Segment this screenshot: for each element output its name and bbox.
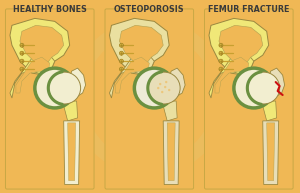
Circle shape bbox=[164, 86, 167, 88]
Circle shape bbox=[234, 68, 274, 108]
Polygon shape bbox=[119, 25, 163, 65]
Circle shape bbox=[165, 81, 167, 83]
Text: FEMUR FRACTURE: FEMUR FRACTURE bbox=[208, 5, 290, 14]
Polygon shape bbox=[116, 57, 149, 93]
Polygon shape bbox=[263, 121, 279, 185]
Text: HEALTHY BONES: HEALTHY BONES bbox=[13, 5, 87, 14]
Polygon shape bbox=[20, 25, 64, 65]
FancyBboxPatch shape bbox=[5, 9, 94, 189]
Polygon shape bbox=[162, 101, 177, 121]
Polygon shape bbox=[110, 18, 169, 75]
Circle shape bbox=[168, 89, 170, 91]
Polygon shape bbox=[215, 57, 249, 93]
Polygon shape bbox=[219, 25, 263, 65]
Polygon shape bbox=[163, 121, 179, 185]
Circle shape bbox=[20, 67, 24, 71]
Circle shape bbox=[159, 83, 161, 85]
Text: OSTEOPOROSIS: OSTEOPOROSIS bbox=[114, 5, 184, 14]
FancyBboxPatch shape bbox=[205, 9, 293, 189]
Polygon shape bbox=[209, 18, 269, 75]
Circle shape bbox=[219, 67, 223, 71]
Circle shape bbox=[161, 91, 164, 93]
Polygon shape bbox=[70, 68, 86, 98]
Polygon shape bbox=[262, 101, 277, 121]
Circle shape bbox=[119, 59, 123, 63]
FancyBboxPatch shape bbox=[105, 9, 194, 189]
Polygon shape bbox=[110, 53, 154, 98]
Circle shape bbox=[157, 87, 159, 89]
Circle shape bbox=[219, 51, 223, 55]
Polygon shape bbox=[209, 53, 254, 98]
Polygon shape bbox=[63, 101, 78, 121]
Circle shape bbox=[20, 51, 24, 55]
Circle shape bbox=[148, 72, 180, 104]
Circle shape bbox=[219, 43, 223, 47]
Circle shape bbox=[119, 43, 123, 47]
Polygon shape bbox=[10, 53, 55, 98]
Polygon shape bbox=[10, 18, 70, 75]
Circle shape bbox=[49, 72, 81, 104]
Polygon shape bbox=[167, 123, 175, 181]
Polygon shape bbox=[68, 123, 76, 181]
Circle shape bbox=[219, 59, 223, 63]
Circle shape bbox=[134, 68, 174, 108]
Polygon shape bbox=[64, 121, 80, 185]
Circle shape bbox=[119, 51, 123, 55]
Circle shape bbox=[20, 43, 24, 47]
Polygon shape bbox=[16, 57, 50, 93]
Polygon shape bbox=[169, 68, 185, 98]
Circle shape bbox=[248, 72, 280, 104]
Circle shape bbox=[20, 59, 24, 63]
Polygon shape bbox=[267, 123, 275, 181]
Circle shape bbox=[119, 67, 123, 71]
Polygon shape bbox=[269, 68, 285, 98]
Circle shape bbox=[35, 68, 75, 108]
